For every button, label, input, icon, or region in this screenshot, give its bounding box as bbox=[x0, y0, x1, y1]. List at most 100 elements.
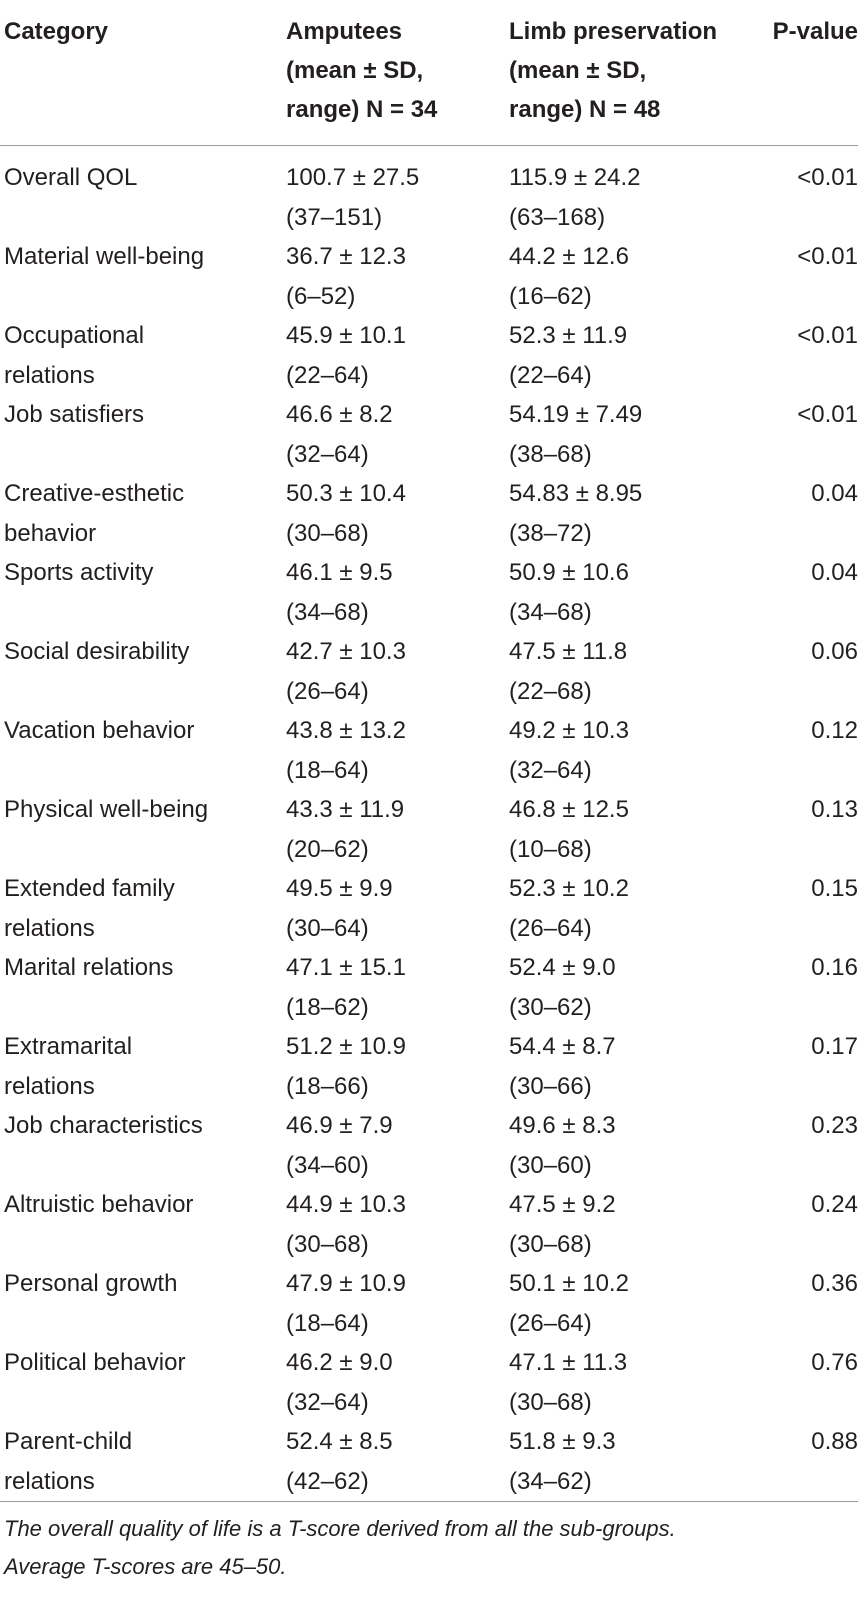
amputees-mean-sd: 46.9 ± 7.9 bbox=[286, 1112, 393, 1139]
category-label: Material well-being bbox=[4, 243, 205, 270]
limb-range: (30–66) bbox=[509, 1072, 592, 1100]
p-value: 0.04 bbox=[811, 480, 858, 507]
cell-p-value: 0.36 bbox=[766, 1264, 858, 1343]
cell-limb-preservation: 52.3 ± 11.9 (22–64) bbox=[505, 316, 766, 395]
table-row: Personal growth 47.9 ± 10.9 (18–64) 50.1 ± … bbox=[0, 1264, 858, 1343]
cell-category: Occupational relations bbox=[0, 316, 282, 395]
cell-category: Job satisfiers bbox=[0, 395, 282, 474]
cell-amputees: 100.7 ± 27.5 (37–151) bbox=[282, 146, 505, 238]
cell-p-value: 0.15 bbox=[766, 869, 858, 948]
amputees-range: (18–66) bbox=[286, 1072, 369, 1100]
category-label: relations bbox=[4, 1467, 95, 1495]
p-value: <0.01 bbox=[797, 164, 858, 191]
footnote-line-2: Average T-scores are 45–50. bbox=[4, 1554, 287, 1579]
cell-category: Parent-child relations bbox=[0, 1422, 282, 1502]
cell-amputees: 36.7 ± 12.3 (6–52) bbox=[282, 237, 505, 316]
header-category: Category bbox=[0, 0, 282, 146]
cell-p-value: <0.01 bbox=[766, 316, 858, 395]
limb-range: (34–62) bbox=[509, 1467, 592, 1495]
cell-amputees: 51.2 ± 10.9 (18–66) bbox=[282, 1027, 505, 1106]
p-value: <0.01 bbox=[797, 401, 858, 428]
cell-limb-preservation: 47.5 ± 11.8 (22–68) bbox=[505, 632, 766, 711]
limb-range: (26–64) bbox=[509, 914, 592, 942]
table-row: Extended family relations 49.5 ± 9.9 (30–64… bbox=[0, 869, 858, 948]
limb-range: (34–68) bbox=[509, 598, 592, 626]
category-label: Social desirability bbox=[4, 638, 190, 665]
cell-limb-preservation: 49.2 ± 10.3 (32–64) bbox=[505, 711, 766, 790]
cell-p-value: 0.12 bbox=[766, 711, 858, 790]
p-value: <0.01 bbox=[797, 243, 858, 270]
amputees-mean-sd: 52.4 ± 8.5 bbox=[286, 1428, 393, 1455]
p-value: 0.88 bbox=[811, 1428, 858, 1455]
amputees-mean-sd: 46.6 ± 8.2 bbox=[286, 401, 393, 428]
limb-range: (22–68) bbox=[509, 677, 592, 705]
category-label: Occupational bbox=[4, 322, 145, 349]
amputees-mean-sd: 42.7 ± 10.3 bbox=[286, 638, 406, 665]
p-value: 0.23 bbox=[811, 1112, 858, 1139]
cell-amputees: 44.9 ± 10.3 (30–68) bbox=[282, 1185, 505, 1264]
cell-amputees: 47.9 ± 10.9 (18–64) bbox=[282, 1264, 505, 1343]
table-row: Extramarital relations 51.2 ± 10.9 (18–66) 5… bbox=[0, 1027, 858, 1106]
amputees-mean-sd: 47.9 ± 10.9 bbox=[286, 1270, 406, 1297]
limb-mean-sd: 54.4 ± 8.7 bbox=[509, 1033, 616, 1060]
cell-limb-preservation: 115.9 ± 24.2 (63–168) bbox=[505, 146, 766, 238]
amputees-range: (30–64) bbox=[286, 914, 369, 942]
cell-p-value: 0.76 bbox=[766, 1343, 858, 1422]
p-value: 0.06 bbox=[811, 638, 858, 665]
limb-mean-sd: 52.4 ± 9.0 bbox=[509, 954, 616, 981]
limb-range: (30–62) bbox=[509, 993, 592, 1021]
limb-range: (10–68) bbox=[509, 835, 592, 863]
amputees-mean-sd: 49.5 ± 9.9 bbox=[286, 875, 393, 902]
p-value: 0.76 bbox=[811, 1349, 858, 1376]
cell-limb-preservation: 54.83 ± 8.95 (38–72) bbox=[505, 474, 766, 553]
amputees-range: (18–62) bbox=[286, 993, 369, 1021]
cell-amputees: 46.9 ± 7.9 (34–60) bbox=[282, 1106, 505, 1185]
cell-category: Sports activity bbox=[0, 553, 282, 632]
cell-limb-preservation: 52.3 ± 10.2 (26–64) bbox=[505, 869, 766, 948]
amputees-mean-sd: 46.1 ± 9.5 bbox=[286, 559, 393, 586]
cell-limb-preservation: 44.2 ± 12.6 (16–62) bbox=[505, 237, 766, 316]
table-row: Overall QOL 100.7 ± 27.5 (37–151) 115.9 ± 2… bbox=[0, 146, 858, 238]
amputees-mean-sd: 44.9 ± 10.3 bbox=[286, 1191, 406, 1218]
amputees-range: (26–64) bbox=[286, 677, 369, 705]
limb-range: (38–72) bbox=[509, 519, 592, 547]
amputees-mean-sd: 51.2 ± 10.9 bbox=[286, 1033, 406, 1060]
cell-category: Extended family relations bbox=[0, 869, 282, 948]
category-label: relations bbox=[4, 361, 95, 389]
table-row: Altruistic behavior 44.9 ± 10.3 (30–68) 47.… bbox=[0, 1185, 858, 1264]
header-limb-line-2: (mean ± SD, bbox=[509, 57, 647, 84]
table-footer: The overall quality of life is a T-score… bbox=[0, 1501, 858, 1587]
header-amputees-line-2: (mean ± SD, bbox=[286, 57, 424, 84]
category-label: Job characteristics bbox=[4, 1112, 203, 1139]
limb-mean-sd: 52.3 ± 11.9 bbox=[509, 322, 628, 349]
limb-mean-sd: 49.2 ± 10.3 bbox=[509, 717, 629, 744]
cell-amputees: 43.3 ± 11.9 (20–62) bbox=[282, 790, 505, 869]
cell-amputees: 52.4 ± 8.5 (42–62) bbox=[282, 1422, 505, 1502]
amputees-mean-sd: 46.2 ± 9.0 bbox=[286, 1349, 393, 1376]
amputees-range: (18–64) bbox=[286, 1309, 369, 1337]
limb-mean-sd: 54.83 ± 8.95 bbox=[509, 480, 643, 507]
footnote-line-1: The overall quality of life is a T-score… bbox=[4, 1516, 676, 1541]
limb-mean-sd: 52.3 ± 10.2 bbox=[509, 875, 629, 902]
amputees-range: (18–64) bbox=[286, 756, 369, 784]
category-label: Parent-child bbox=[4, 1428, 133, 1455]
category-label: Sports activity bbox=[4, 559, 154, 586]
limb-range: (32–64) bbox=[509, 756, 592, 784]
table-row: Political behavior 46.2 ± 9.0 (32–64) 47.1 … bbox=[0, 1343, 858, 1422]
table-row: Sports activity 46.1 ± 9.5 (34–68) 50.9 ± 1… bbox=[0, 553, 858, 632]
category-label: relations bbox=[4, 914, 95, 942]
amputees-range: (22–64) bbox=[286, 361, 369, 389]
cell-category: Vacation behavior bbox=[0, 711, 282, 790]
cell-p-value: 0.13 bbox=[766, 790, 858, 869]
cell-amputees: 47.1 ± 15.1 (18–62) bbox=[282, 948, 505, 1027]
limb-range: (16–62) bbox=[509, 282, 592, 310]
limb-mean-sd: 47.1 ± 11.3 bbox=[509, 1349, 628, 1376]
table-row: Physical well-being 43.3 ± 11.9 (20–62) 46.… bbox=[0, 790, 858, 869]
table-row: Creative-esthetic behavior 50.3 ± 10.4 (30–… bbox=[0, 474, 858, 553]
cell-limb-preservation: 50.1 ± 10.2 (26–64) bbox=[505, 1264, 766, 1343]
cell-category: Creative-esthetic behavior bbox=[0, 474, 282, 553]
cell-limb-preservation: 46.8 ± 12.5 (10–68) bbox=[505, 790, 766, 869]
table-row: Vacation behavior 43.8 ± 13.2 (18–64) 49.2 … bbox=[0, 711, 858, 790]
amputees-range: (37–151) bbox=[286, 203, 383, 231]
